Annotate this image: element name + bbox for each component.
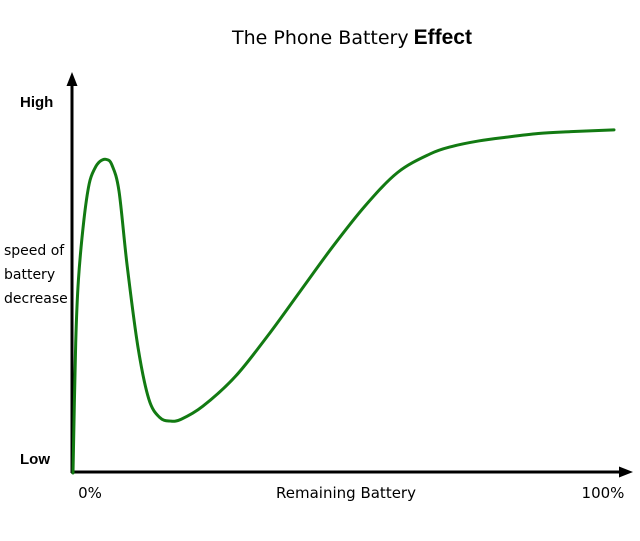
series-layer: [71, 128, 616, 475]
y-axis-label-line-3: decrease: [4, 291, 68, 307]
x-tick-label-0: 0%: [78, 484, 102, 502]
y-tick-label-high: High: [20, 94, 53, 111]
y-axis-label-line-2: battery: [4, 267, 55, 283]
x-axis-arrowhead: [619, 466, 633, 478]
chart-title-main: The Phone Battery: [231, 27, 409, 49]
x-tick-label-100: 100%: [582, 484, 625, 502]
y-tick-label-low: Low: [20, 451, 50, 468]
x-axis-label: Remaining Battery: [276, 484, 416, 502]
y-axis-label-line-1: speed of: [4, 243, 65, 259]
chart-title: The Phone Battery Effect: [231, 26, 472, 49]
chart-title-emphasis: Effect: [414, 26, 472, 49]
y-axis-arrowhead: [66, 72, 78, 86]
y-axis-label: speed of battery decrease: [4, 243, 68, 307]
series-line-0: [71, 128, 616, 475]
axes: [66, 72, 633, 478]
